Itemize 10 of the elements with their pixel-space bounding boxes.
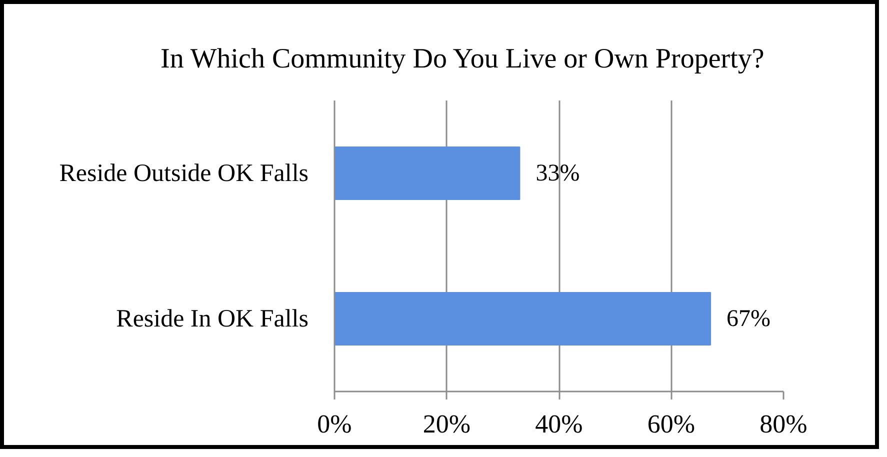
chart-title: In Which Community Do You Live or Own Property? (160, 44, 764, 74)
x-tick-label: 40% (535, 410, 583, 438)
x-tick-label: 0% (317, 410, 352, 438)
data-label: 33% (536, 160, 580, 186)
y-tick-label: Reside In OK Falls (116, 305, 309, 332)
data-label: 67% (726, 306, 771, 332)
x-tick-label: 20% (422, 410, 471, 438)
x-tick-label: 80% (760, 410, 808, 438)
x-tick-label: 60% (647, 410, 696, 438)
y-tick-label: Reside Outside OK Falls (59, 160, 309, 187)
